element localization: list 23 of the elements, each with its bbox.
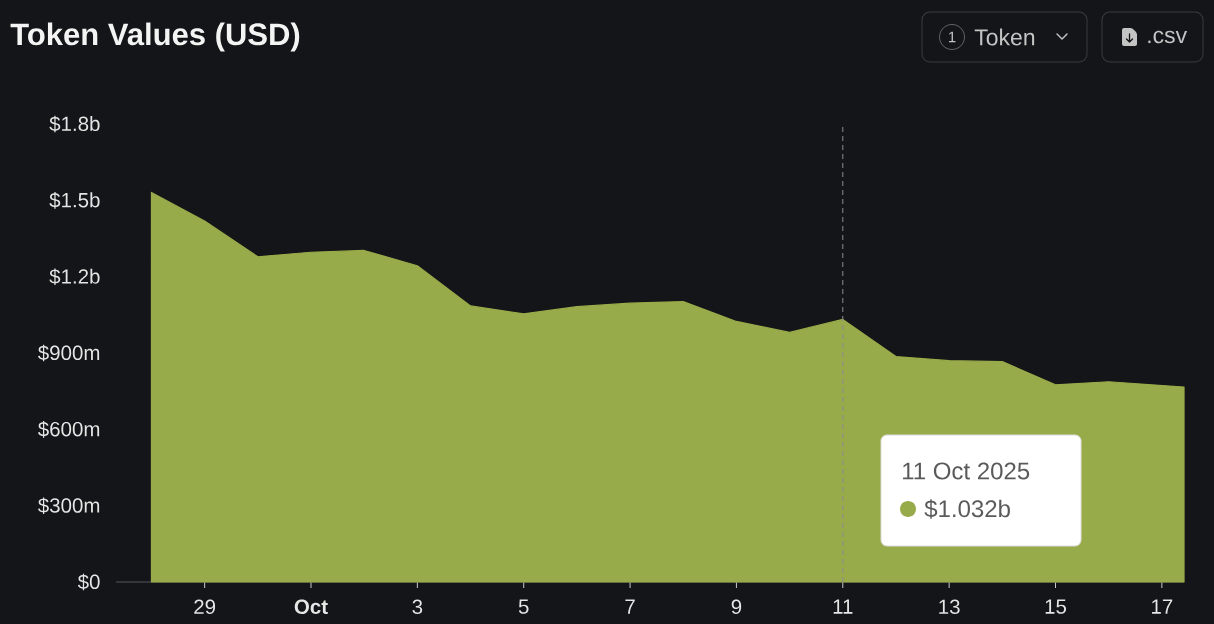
x-tick-label: 11 <box>833 599 853 614</box>
text: .csv <box>1148 30 1188 44</box>
x-tick-label: 29 <box>194 599 216 615</box>
y-tick-label: $1.5b <box>49 192 100 209</box>
y-tick-label: $300m <box>38 497 100 514</box>
y-tick-label: $1.2b <box>49 268 100 285</box>
text: 1 <box>948 31 956 43</box>
x-tick-label: 3 <box>412 599 423 615</box>
annotation: $1.032b <box>924 499 1010 519</box>
x-tick-label: 17 <box>1152 599 1173 614</box>
text: Token <box>974 28 1035 46</box>
x-tick-label: 9 <box>731 599 742 615</box>
y-tick-label: $1.8b <box>49 115 100 133</box>
x-tick-label: 15 <box>1045 599 1067 614</box>
x-tick-label: 5 <box>518 599 529 614</box>
x-tick-label: Oct <box>294 599 328 615</box>
chart-title: Token Values (USD) <box>10 22 300 52</box>
y-tick-label: $900m <box>38 344 100 362</box>
y-tick-label: $600m <box>38 421 100 438</box>
x-tick-label: 13 <box>939 599 960 615</box>
y-tick-label: $0 <box>77 573 100 591</box>
annotation: 11 Oct 2025 <box>903 462 1030 480</box>
x-tick-label: 7 <box>625 599 635 614</box>
